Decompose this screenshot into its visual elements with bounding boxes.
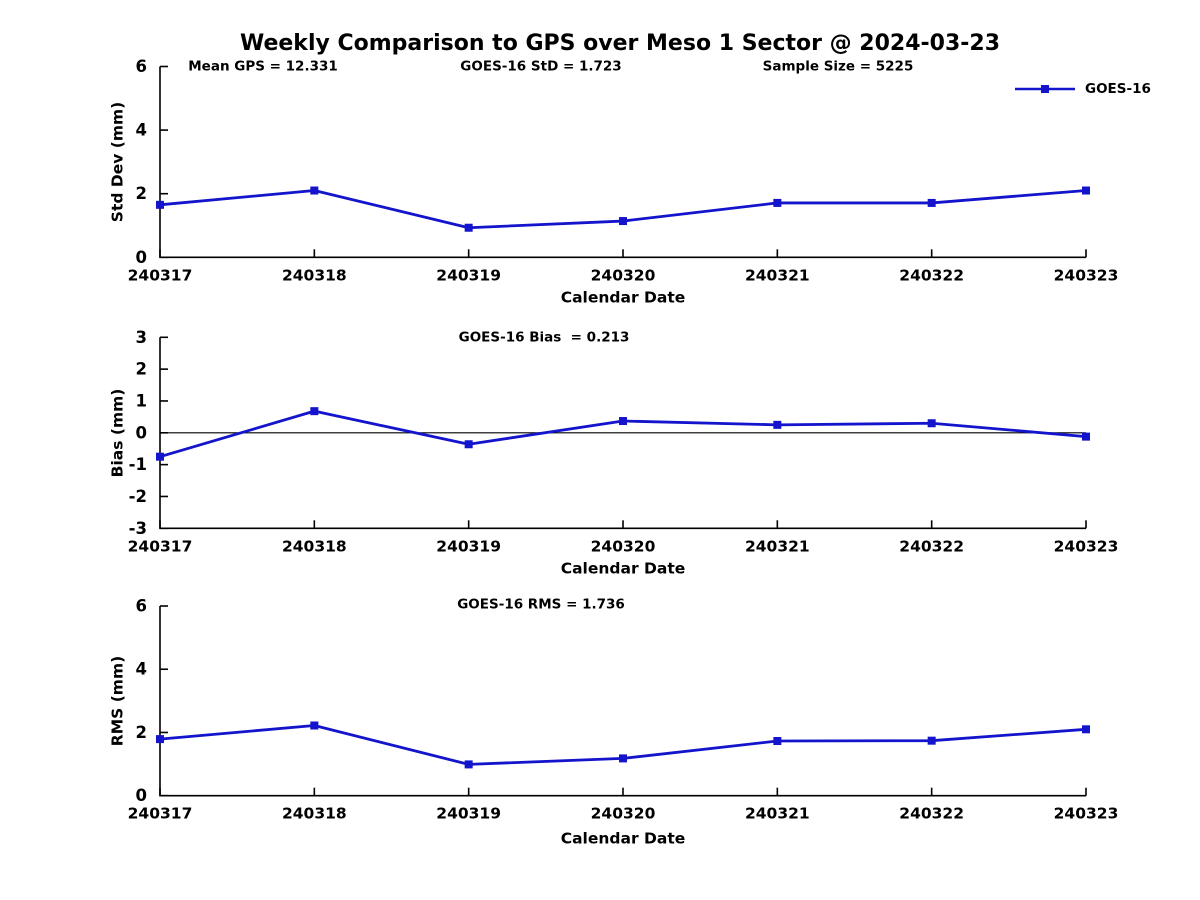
chart2-xtick-label: 240319	[436, 805, 501, 823]
chart0-ytick-label: 4	[136, 121, 147, 140]
chart0-xtick-label: 240318	[282, 266, 347, 284]
chart1-marker	[773, 420, 782, 429]
chart2-marker	[310, 721, 319, 730]
chart0-axes	[159, 66, 1086, 259]
chart0-ytick-label: 2	[136, 184, 147, 203]
legend-line-marker-icon	[1015, 85, 1075, 93]
chart2-xtick-label: 240321	[745, 805, 810, 823]
chart0-xtick-label: 240322	[899, 266, 964, 284]
legend: GOES-16	[1013, 81, 1151, 97]
chart1-ytick-label: 1	[136, 391, 147, 410]
chart0-marker	[773, 198, 782, 207]
chart0-ytick-label: 0	[136, 248, 147, 267]
chart2-ytick-label: 0	[136, 786, 147, 805]
chart0-marker	[464, 223, 473, 232]
chart2-ytick-label: 6	[136, 597, 147, 616]
chart0-xtick-label: 240319	[436, 266, 501, 284]
chart1-ytick-label: 3	[136, 328, 147, 347]
figure-title: Weekly Comparison to GPS over Meso 1 Sec…	[239, 31, 1001, 56]
chart1-xtick-label: 240320	[591, 537, 656, 555]
chart0-ytick-label: 6	[136, 57, 147, 76]
chart1-xtick-label: 240321	[745, 537, 810, 555]
chart1-xtick-label: 240318	[282, 537, 347, 555]
rms-subplot-title: GOES-16 RMS = 1.736	[457, 596, 625, 613]
chart2-xtick-label: 240317	[128, 805, 193, 823]
chart2-marker	[619, 754, 627, 763]
chart1-marker	[464, 440, 473, 449]
stat-goes16-std: GOES-16 StD = 1.723	[460, 58, 622, 75]
chart2-marker	[464, 760, 473, 769]
chart2-marker	[773, 737, 782, 746]
chart0-xtick-label: 240317	[128, 266, 193, 284]
chart1-ytick-label: -2	[129, 487, 147, 506]
chart1-xtick-label: 240323	[1054, 537, 1119, 555]
chart0-marker	[619, 217, 627, 226]
chart0-xtick-label: 240321	[745, 266, 810, 284]
stat-sample-size: Sample Size = 5225	[762, 58, 914, 75]
chart0-marker	[156, 200, 164, 209]
bias-subplot-title: GOES-16 Bias = 0.213	[458, 329, 630, 346]
chart0-marker	[1082, 186, 1090, 195]
chart1-xtick-label: 240319	[436, 537, 501, 555]
chart2-marker	[1082, 725, 1090, 734]
chart1-ytick-label: -3	[129, 519, 147, 538]
chart1-xtick-label: 240317	[128, 537, 193, 555]
chart2-xtick-label: 240323	[1054, 805, 1119, 823]
chart2-axes	[159, 606, 1086, 797]
chart0-marker	[310, 186, 319, 195]
chart1-marker	[156, 452, 164, 461]
legend-label: GOES-16	[1085, 81, 1151, 97]
stddev-x-axis-label: Calendar Date	[560, 288, 686, 307]
chart1-ytick-label: 0	[136, 423, 147, 442]
chart1-ytick-label: -1	[129, 455, 147, 474]
chart2-marker	[156, 735, 164, 744]
rms-y-axis-label: RMS (mm)	[108, 655, 127, 747]
chart1-xtick-label: 240322	[899, 537, 964, 555]
chart2-marker	[927, 736, 936, 745]
chart0-xtick-label: 240323	[1054, 266, 1119, 284]
chart1-marker	[1082, 432, 1090, 441]
stddev-y-axis-label: Std Dev (mm)	[108, 101, 127, 223]
chart1-ytick-label: 2	[136, 360, 147, 379]
chart2-xtick-label: 240320	[591, 805, 656, 823]
bias-x-axis-label: Calendar Date	[560, 559, 686, 578]
chart2-xtick-label: 240318	[282, 805, 347, 823]
chart1-marker	[310, 407, 319, 416]
chart1-marker	[927, 419, 936, 428]
rms-x-axis-label: Calendar Date	[560, 829, 686, 848]
chart0-xtick-label: 240320	[591, 266, 656, 284]
chart0-marker	[927, 198, 936, 207]
chart2-ytick-label: 2	[136, 723, 147, 742]
chart1-marker	[619, 417, 627, 426]
chart2-ytick-label: 4	[136, 660, 147, 679]
chart2-xtick-label: 240322	[899, 805, 964, 823]
stat-mean-gps: Mean GPS = 12.331	[188, 58, 338, 75]
bias-y-axis-label: Bias (mm)	[108, 388, 127, 478]
